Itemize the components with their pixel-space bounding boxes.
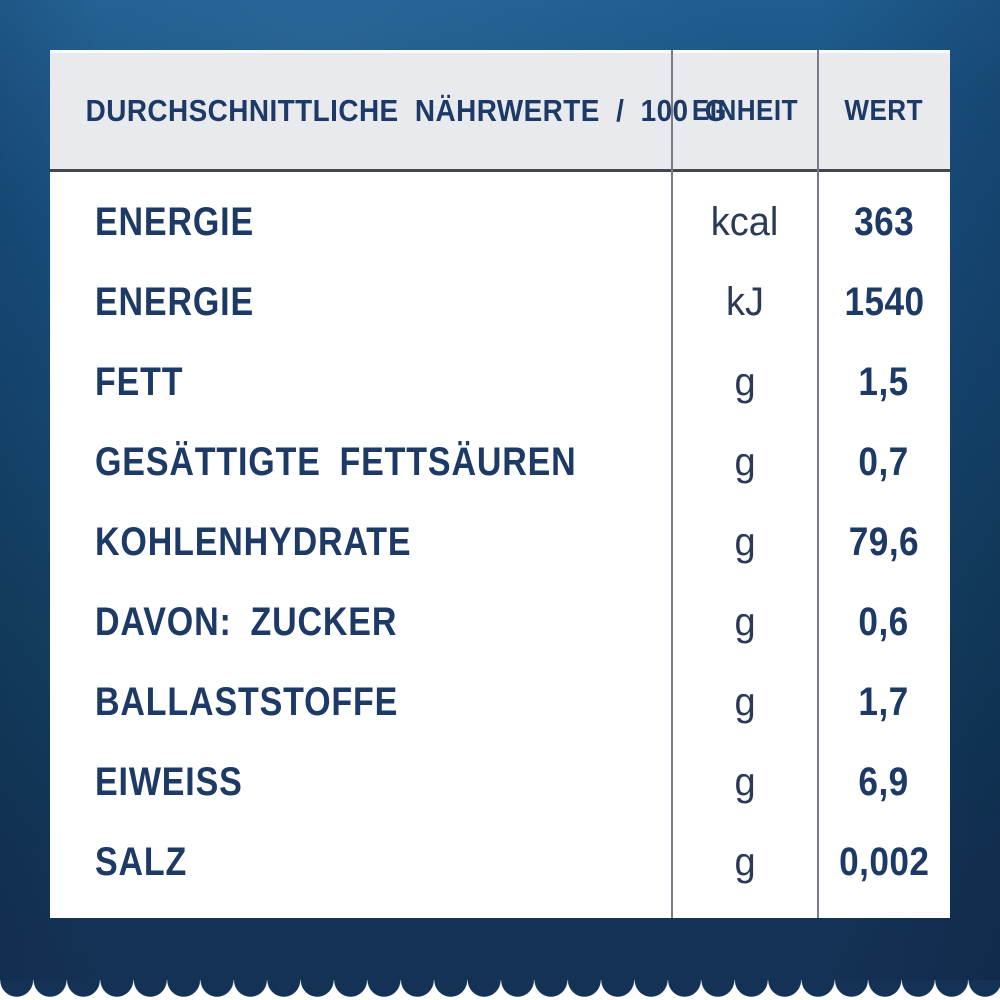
- header-unit-label: EINHEIT: [691, 94, 799, 127]
- row-unit: g: [734, 599, 756, 644]
- table-row-energie-kj: ENERGIE kJ 1540: [50, 262, 950, 342]
- table-row-ballaststoffe: BALLASTSTOFFE g 1,7: [50, 662, 950, 742]
- row-unit: g: [734, 679, 756, 724]
- header-value-label: WERT: [844, 94, 924, 127]
- row-label: KOHLENHYDRATE: [95, 519, 412, 564]
- row-label: BALLASTSTOFFE: [95, 679, 399, 724]
- table-header-row: DURCHSCHNITTLICHE NÄHRWERTE / 100 G EINH…: [50, 50, 950, 172]
- table-row-energie-kcal: ENERGIE kcal 363: [50, 182, 950, 262]
- row-value: 1,5: [858, 359, 910, 404]
- row-value: 79,6: [848, 519, 920, 564]
- row-unit: g: [734, 519, 756, 564]
- table-row-davon-zucker: DAVON: ZUCKER g 0,6: [50, 582, 950, 662]
- row-label: EIWEISS: [95, 759, 243, 804]
- header-nutrients-label: DURCHSCHNITTLICHE NÄHRWERTE / 100 G: [85, 93, 727, 128]
- header-cell-nutrients: DURCHSCHNITTLICHE NÄHRWERTE / 100 G: [50, 93, 727, 129]
- row-unit: g: [734, 759, 756, 804]
- row-value: 1,7: [858, 679, 910, 724]
- row-label: FETT: [95, 359, 184, 404]
- row-value: 363: [853, 199, 915, 244]
- row-unit: kcal: [711, 199, 779, 244]
- table-row-kohlenhydrate: KOHLENHYDRATE g 79,6: [50, 502, 950, 582]
- row-label: ENERGIE: [95, 279, 254, 324]
- nutrition-table: DURCHSCHNITTLICHE NÄHRWERTE / 100 G EINH…: [50, 50, 950, 918]
- row-value: 0,6: [858, 599, 910, 644]
- row-label: SALZ: [95, 839, 188, 884]
- table-row-eiweiss: EIWEISS g 6,9: [50, 742, 950, 822]
- row-unit: kJ: [726, 279, 764, 324]
- column-divider-1: [671, 50, 673, 918]
- row-value: 0,7: [858, 439, 910, 484]
- row-unit: g: [734, 439, 756, 484]
- row-label: GESÄTTIGTE FETTSÄUREN: [95, 439, 577, 484]
- row-unit: g: [734, 839, 756, 884]
- row-label: DAVON: ZUCKER: [95, 599, 398, 644]
- table-row-gesaettigte-fettsaeuren: GESÄTTIGTE FETTSÄUREN g 0,7: [50, 422, 950, 502]
- table-row-fett: FETT g 1,5: [50, 342, 950, 422]
- table-row-salz: SALZ g 0,002: [50, 822, 950, 902]
- table-body: ENERGIE kcal 363 ENERGIE kJ 1540 FETT g …: [50, 172, 950, 902]
- header-cell-value: WERT: [818, 95, 950, 128]
- column-divider-2: [817, 50, 819, 918]
- row-value: 6,9: [858, 759, 910, 804]
- header-cell-unit: EINHEIT: [672, 95, 818, 128]
- row-label: ENERGIE: [95, 199, 254, 244]
- row-unit: g: [734, 359, 756, 404]
- row-value: 0,002: [838, 839, 930, 884]
- row-value: 1540: [843, 279, 925, 324]
- scalloped-bottom-edge: [0, 980, 1000, 997]
